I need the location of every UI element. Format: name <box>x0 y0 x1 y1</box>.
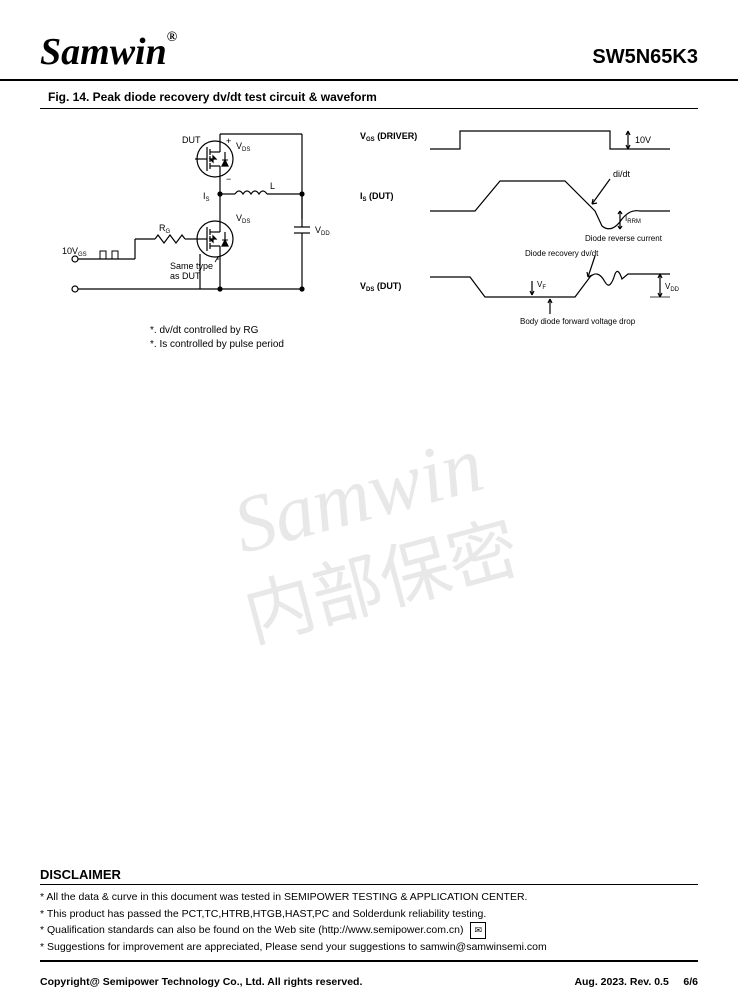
svg-text:VDS: VDS <box>236 213 250 225</box>
label-dut: DUT <box>182 135 201 145</box>
disclaimer-text-3: * Qualification standards can also be fo… <box>40 924 464 936</box>
svg-text:VGS (DRIVER): VGS (DRIVER) <box>360 131 417 143</box>
circuit-schematic: + − DUT VDS IS L VDS RG VDD 10VGS Same t… <box>40 119 360 359</box>
brand-logo: Samwin® <box>40 30 177 74</box>
svg-text:−: − <box>226 174 231 184</box>
svg-text:RG: RG <box>159 223 171 235</box>
label-body-diode: Body diode forward voltage drop <box>520 317 636 326</box>
label-didt: di/dt <box>613 169 631 179</box>
footer-page: 6/6 <box>683 976 698 988</box>
label-diode-rev: Diode reverse current <box>585 234 663 243</box>
diagram-container: + − DUT VDS IS L VDS RG VDD 10VGS Same t… <box>40 119 698 359</box>
watermark-cn: 内部保密 <box>235 506 527 660</box>
figure-title: Fig. 14. Peak diode recovery dv/dt test … <box>40 86 698 109</box>
watermark: Samwin 内部保密 <box>210 413 527 659</box>
svg-text:IS (DUT): IS (DUT) <box>360 191 394 203</box>
disclaimer-line-2: * This product has passed the PCT,TC,HTR… <box>40 906 698 923</box>
svg-text:VF: VF <box>537 280 546 291</box>
circuit-notes: *. dv/dt controlled by RG *. Is controll… <box>150 324 284 352</box>
svg-text:IRRM: IRRM <box>625 214 641 225</box>
disclaimer-title: DISCLAIMER <box>40 867 698 885</box>
page-header: Samwin® SW5N65K3 <box>0 0 738 81</box>
svg-text:VDS (DUT): VDS (DUT) <box>360 281 401 293</box>
label-same-type: Same typeas DUT <box>170 261 213 281</box>
registered-mark: ® <box>167 30 177 45</box>
svg-text:VDD: VDD <box>315 225 330 237</box>
waveform-diagram: VGS (DRIVER) 10V IS (DUT) di/dt IRRM Dio… <box>360 119 690 359</box>
svg-text:VDS: VDS <box>236 141 250 153</box>
note-line-2: *. Is controlled by pulse period <box>150 338 284 352</box>
label-diode-rec: Diode recovery dv/dt <box>525 249 599 258</box>
label-l: L <box>270 181 275 191</box>
watermark-en: Samwin <box>210 413 505 578</box>
disclaimer-line-4: * Suggestions for improvement are apprec… <box>40 939 698 956</box>
page-footer: Copyright@ Semipower Technology Co., Ltd… <box>40 976 698 988</box>
svg-text:+: + <box>226 136 231 146</box>
label-10v: 10V <box>635 135 651 145</box>
email-icon: ✉ <box>470 922 486 938</box>
disclaimer-section: DISCLAIMER * All the data & curve in thi… <box>40 867 698 962</box>
brand-text: Samwin <box>40 31 167 73</box>
footer-date: Aug. 2023. Rev. 0.5 <box>574 976 668 988</box>
note-line-1: *. dv/dt controlled by RG <box>150 324 284 338</box>
disclaimer-rule <box>40 958 698 962</box>
part-number: SW5N65K3 <box>592 46 698 69</box>
disclaimer-line-3: * Qualification standards can also be fo… <box>40 922 698 939</box>
svg-text:VDD: VDD <box>665 282 680 293</box>
copyright-text: Copyright@ Semipower Technology Co., Ltd… <box>40 976 362 988</box>
svg-text:IS: IS <box>203 191 210 203</box>
disclaimer-line-1: * All the data & curve in this document … <box>40 889 698 906</box>
